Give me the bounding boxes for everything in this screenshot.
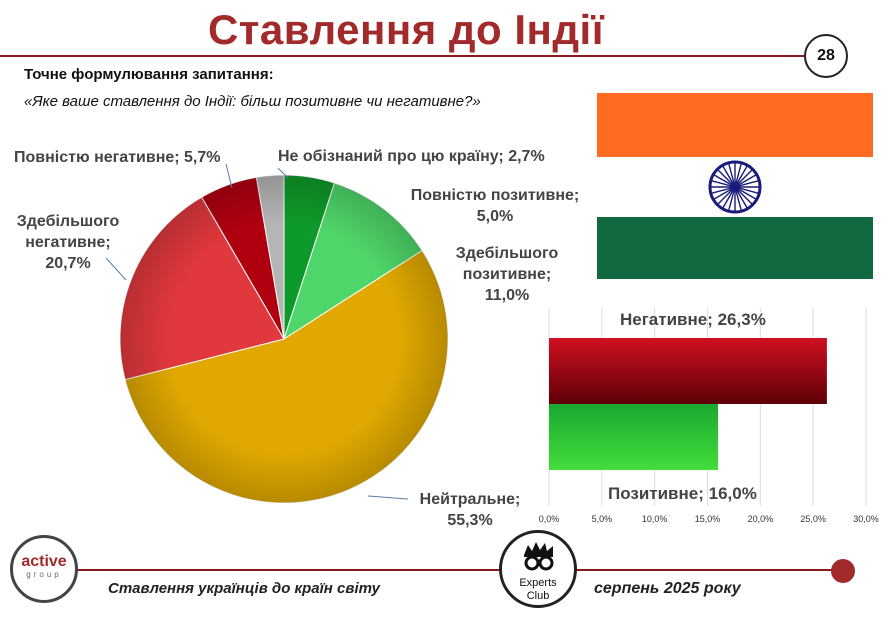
pie-label-neutral-name: Нейтральне;: [419, 491, 521, 508]
page-number-badge: 28: [804, 34, 848, 78]
flag-saffron-stripe: [597, 93, 873, 157]
experts-text: Experts Club: [502, 577, 574, 603]
footer-date: серпень 2025 року: [594, 580, 741, 597]
experts-line-1: Experts: [519, 577, 557, 589]
logo-sub-text: group: [26, 570, 62, 579]
footer-end-dot: [831, 559, 855, 583]
pie-label-mostly-negative-line2: негативне;: [25, 234, 111, 251]
pie-label-full-positive-value: 5,0%: [476, 208, 514, 225]
bar-chart: 0,0% 5,0% 10,0% 15,0% 20,0% 25,0% 30,0%: [539, 308, 879, 524]
page-title: Ставлення до Індії: [207, 6, 605, 53]
pie-label-mostly-positive-value: 11,0%: [484, 287, 530, 304]
bar-label-positive: Позитивне; 16,0%: [608, 484, 757, 503]
pie-label-full-positive: Повністю позитивне; 5,0%: [390, 185, 600, 227]
pie-label-mostly-negative-line1: Здебільшого: [16, 213, 120, 230]
logo-main-text: active: [21, 553, 67, 570]
pie-label-neutral: Нейтральне; 55,3%: [410, 489, 530, 531]
active-group-logo: active group: [10, 535, 78, 603]
pie-label-mostly-positive-line2: позитивне;: [462, 266, 552, 283]
bar-tick-label: 0,0%: [539, 514, 560, 524]
pie-label-mostly-positive-line1: Здебільшого: [455, 245, 559, 262]
experts-club-logo: Experts Club: [499, 530, 577, 608]
bar-negative: [549, 338, 827, 404]
pie-label-mostly-negative-value: 20,7%: [45, 255, 91, 272]
pie-label-mostly-negative: Здебільшого негативне; 20,7%: [8, 211, 128, 274]
question-label: Точне формулювання запитання:: [24, 66, 274, 83]
pie-label-unaware: Не обізнаний про цю країну; 2,7%: [278, 148, 545, 165]
bar-tick-label: 15,0%: [695, 514, 721, 524]
footer-survey-title: Ставлення українців до країн світу: [108, 580, 380, 597]
ashoka-chakra-icon: [708, 160, 762, 214]
bar-positive: [549, 404, 719, 470]
question-text: «Яке ваше ставлення до Індії: більш пози…: [24, 93, 481, 110]
bar-label-negative: Негативне; 26,3%: [620, 310, 766, 329]
pie-label-mostly-positive: Здебільшого позитивне; 11,0%: [442, 243, 572, 306]
bar-tick-label: 10,0%: [642, 514, 668, 524]
pie-label-neutral-value: 55,3%: [447, 512, 493, 529]
bar-tick-label: 5,0%: [592, 514, 613, 524]
pie-label-full-negative: Повністю негативне; 5,7%: [14, 149, 221, 166]
experts-line-2: Club: [526, 590, 550, 602]
bar-tick-label: 30,0%: [853, 514, 879, 524]
bar-tick-label: 25,0%: [800, 514, 826, 524]
experts-face-icon: [524, 542, 554, 571]
flag-green-stripe: [597, 217, 873, 279]
pie-label-full-positive-name: Повністю позитивне;: [410, 187, 580, 204]
bar-tick-label: 20,0%: [748, 514, 774, 524]
footer-divider: [22, 569, 846, 571]
title-divider: [0, 55, 812, 57]
